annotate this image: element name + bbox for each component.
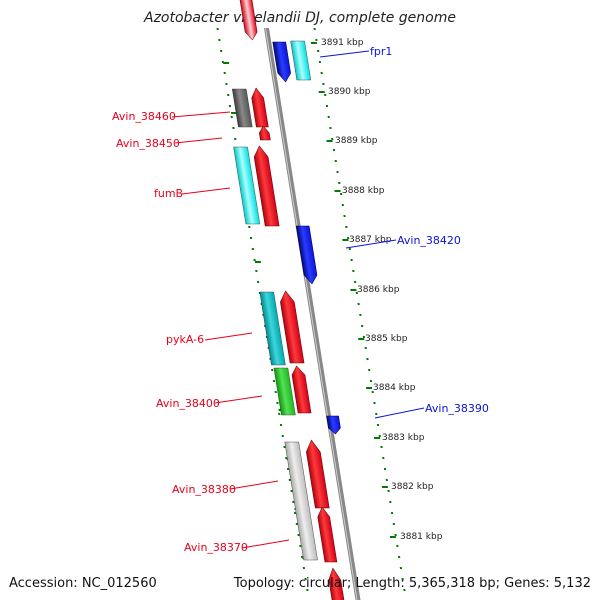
- tick-label-3882: 3882 kbp: [391, 482, 434, 492]
- gene-box-fpr1[interactable]: [290, 40, 312, 81]
- gene-box-fumb[interactable]: [233, 146, 261, 225]
- cog-category-genes: [232, 40, 318, 561]
- gene-labels: fpr1 Avin_38460 Avin_38450 fumB Avin_384…: [112, 45, 489, 554]
- gene-label-avin-38450[interactable]: Avin_38450: [116, 137, 180, 150]
- tick-labels: 3891 kbp 3890 kbp 3889 kbp 3888 kbp 3887…: [321, 38, 443, 542]
- gene-label-avin-38460[interactable]: Avin_38460: [112, 110, 176, 123]
- gene-arrow-avin-38400-pair[interactable]: [291, 365, 312, 414]
- tick-label-3888: 3888 kbp: [342, 186, 385, 196]
- gene-arrow-top-partial[interactable]: [238, 0, 258, 41]
- tick-label-3890: 3890 kbp: [328, 87, 371, 97]
- gene-arrow-fumb-pair[interactable]: [252, 145, 280, 227]
- gene-arrow-avin-38460-pair[interactable]: [250, 87, 269, 128]
- tick-label-3883: 3883 kbp: [382, 433, 425, 443]
- gene-arrow-pyka-6-pair[interactable]: [279, 290, 305, 364]
- gene-box-avin-38460[interactable]: [232, 88, 253, 128]
- gene-label-avin-38390[interactable]: Avin_38390: [425, 402, 489, 415]
- gene-box-pyka-6[interactable]: [259, 291, 286, 366]
- label-leader-lines: [171, 50, 425, 549]
- gene-box-avin-38380[interactable]: [284, 441, 318, 561]
- map-title: Azotobacter vinelandii DJ, complete geno…: [143, 10, 456, 26]
- gene-box-avin-38400[interactable]: [273, 367, 296, 416]
- gene-label-avin-38420[interactable]: Avin_38420: [397, 234, 461, 247]
- genome-track: [216, 0, 407, 600]
- gene-label-avin-38380[interactable]: Avin_38380: [172, 483, 236, 496]
- tick-label-3886: 3886 kbp: [357, 285, 400, 295]
- forward-strand-genes: [238, 0, 346, 600]
- tick-label-3885: 3885 kbp: [365, 334, 408, 344]
- gene-label-avin-38400[interactable]: Avin_38400: [156, 397, 220, 410]
- reverse-strand-genes: [272, 41, 342, 435]
- backbone-line: [263, 28, 361, 600]
- tick-label-3891: 3891 kbp: [321, 38, 364, 48]
- gene-arrow-avin-38380-pair[interactable]: [304, 439, 330, 509]
- gene-arrow-avin-38370-pair[interactable]: [316, 506, 338, 563]
- right-ruler-border: [313, 28, 407, 600]
- tick-label-3889: 3889 kbp: [335, 136, 378, 146]
- gene-arrow-avin-38450[interactable]: [258, 125, 271, 141]
- gene-arrow-avin-38390[interactable]: [326, 415, 342, 435]
- gene-arrow-avin-38420[interactable]: [295, 225, 318, 285]
- gene-label-avin-38370[interactable]: Avin_38370: [184, 541, 248, 554]
- tick-label-3884: 3884 kbp: [373, 383, 416, 393]
- accession-text: Accession: NC_012560: [9, 576, 157, 591]
- gene-label-pyka-6[interactable]: pykA-6: [166, 333, 204, 346]
- right-ticks: [310, 42, 397, 538]
- backbone-highlight: [264, 28, 358, 600]
- genome-summary-text: Topology: circular; Length: 5,365,318 bp…: [233, 576, 591, 591]
- tick-label-3881: 3881 kbp: [400, 532, 443, 542]
- gene-label-fpr1[interactable]: fpr1: [370, 45, 392, 58]
- gene-arrow-fpr1-reverse[interactable]: [272, 41, 292, 83]
- gene-label-fumb[interactable]: fumB: [154, 187, 183, 200]
- tick-label-3887: 3887 kbp: [349, 235, 392, 245]
